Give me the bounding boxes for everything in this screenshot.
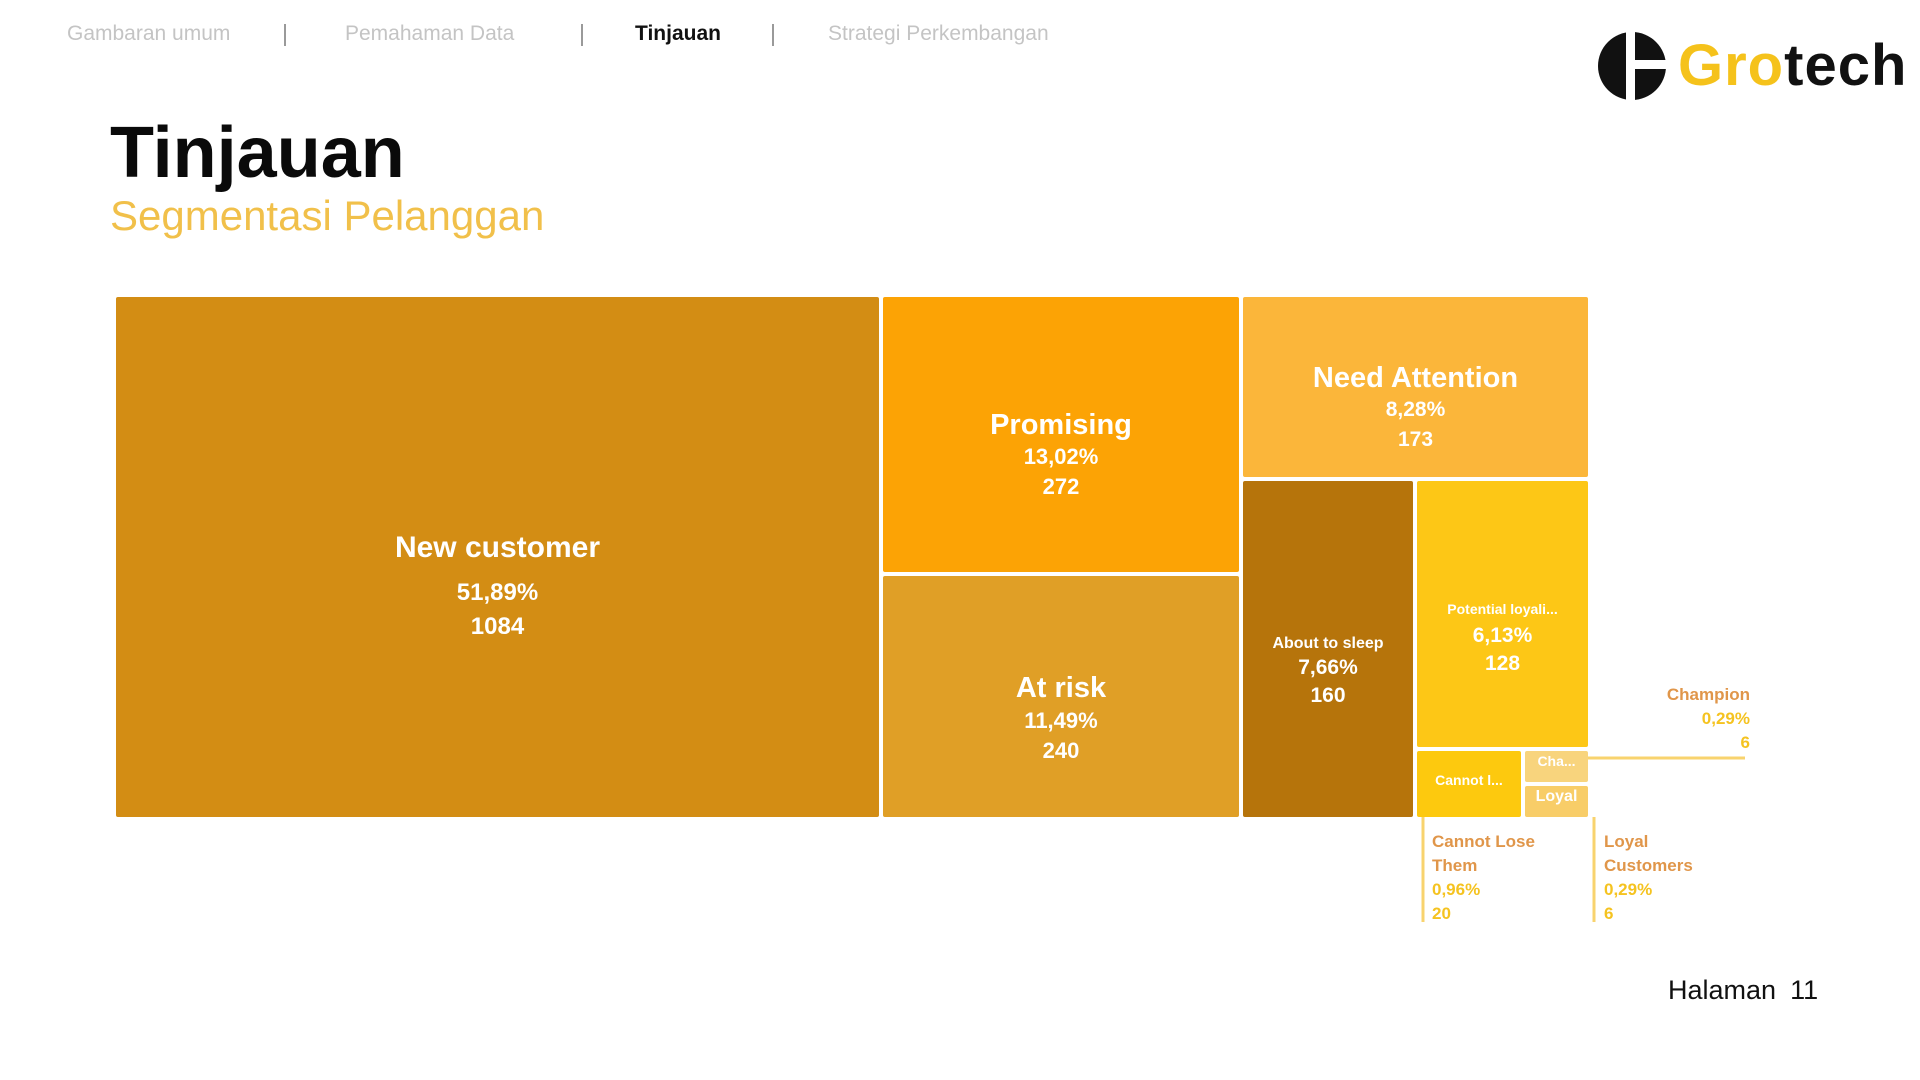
- treemap-count-new-customer: 1084: [471, 613, 525, 640]
- callout-name-cannot-lose: Cannot Lose: [1432, 832, 1535, 851]
- treemap-percent-about-to-sleep: 7,66%: [1298, 656, 1358, 679]
- treemap-count-potential-loyalist: 128: [1485, 652, 1520, 675]
- treemap-cell-champion[interactable]: [1525, 751, 1588, 782]
- treemap-cell-at-risk[interactable]: [883, 576, 1239, 817]
- treemap-label-potential-loyalist: Potential loyali...: [1447, 601, 1557, 617]
- page-number-value: 11: [1790, 975, 1819, 1005]
- callout-percent-loyal: 0,29%: [1604, 880, 1652, 899]
- treemap-label-loyal: Loyal: [1536, 788, 1578, 805]
- page-number-label: Halaman: [1668, 975, 1777, 1005]
- treemap-cell-new-customer[interactable]: [116, 297, 879, 817]
- treemap-label-need-attention: Need Attention: [1313, 362, 1518, 394]
- nav-item-tinjauan[interactable]: Tinjauan: [635, 22, 721, 45]
- treemap-percent-need-attention: 8,28%: [1386, 398, 1446, 421]
- nav-separator: [581, 24, 583, 46]
- treemap-label-at-risk: At risk: [1016, 672, 1107, 704]
- grotech-logo-text: Grotech: [1678, 36, 1907, 96]
- treemap-percent-promising: 13,02%: [1024, 444, 1099, 469]
- treemap-cell-loyal[interactable]: [1525, 786, 1588, 817]
- treemap-cell-cannot-lose[interactable]: [1417, 751, 1521, 817]
- callout-name-loyal: Customers: [1604, 856, 1693, 875]
- nav-item-strategi-perkembangan[interactable]: Strategi Perkembangan: [828, 22, 1049, 45]
- page-subtitle: Segmentasi Pelanggan: [110, 192, 545, 239]
- logo-text-gro: Gro: [1678, 33, 1785, 98]
- callout-percent-cannot-lose: 0,96%: [1432, 880, 1480, 899]
- treemap-cell-potential-loyalist[interactable]: [1417, 481, 1588, 747]
- treemap-label-new-customer: New customer: [395, 531, 600, 564]
- treemap-count-at-risk: 240: [1043, 738, 1080, 763]
- page-number: Halaman 11: [1668, 975, 1832, 1006]
- callout-name-loyal: Loyal: [1604, 832, 1648, 851]
- treemap-percent-at-risk: 11,49%: [1024, 708, 1097, 733]
- logo-text-tech: tech: [1784, 33, 1908, 98]
- callout-count-loyal: 6: [1604, 904, 1613, 923]
- callout-name-champion: Champion: [1667, 685, 1750, 704]
- callout-count-champion: 6: [1741, 733, 1750, 752]
- treemap-percent-potential-loyalist: 6,13%: [1473, 624, 1533, 647]
- treemap-cell-need-attention[interactable]: [1243, 297, 1588, 477]
- page-title: Tinjauan: [110, 113, 405, 193]
- treemap-label-champion: Cha...: [1537, 753, 1575, 769]
- nav-item-gambaran-umum[interactable]: Gambaran umum: [67, 22, 231, 45]
- treemap-percent-new-customer: 51,89%: [457, 579, 538, 606]
- nav-separator: [772, 24, 774, 46]
- grotech-logo-mark-icon: [1598, 30, 1669, 102]
- callout-count-cannot-lose: 20: [1432, 904, 1451, 923]
- treemap-cell-about-to-sleep[interactable]: [1243, 481, 1413, 817]
- treemap-label-cannot-lose: Cannot l...: [1435, 772, 1503, 788]
- treemap-count-need-attention: 173: [1398, 428, 1433, 451]
- callout-percent-champion: 0,29%: [1702, 709, 1750, 728]
- nav-separator: [284, 24, 286, 46]
- treemap-label-promising: Promising: [990, 409, 1132, 441]
- callout-name-cannot-lose: Them: [1432, 856, 1477, 875]
- grotech-logo: Grotech: [1596, 30, 1906, 102]
- treemap-cell-promising[interactable]: [883, 297, 1239, 572]
- treemap-label-about-to-sleep: About to sleep: [1272, 635, 1383, 652]
- nav-item-pemahaman-data[interactable]: Pemahaman Data: [345, 22, 515, 45]
- treemap-count-promising: 272: [1043, 474, 1080, 499]
- treemap-count-about-to-sleep: 160: [1310, 684, 1345, 707]
